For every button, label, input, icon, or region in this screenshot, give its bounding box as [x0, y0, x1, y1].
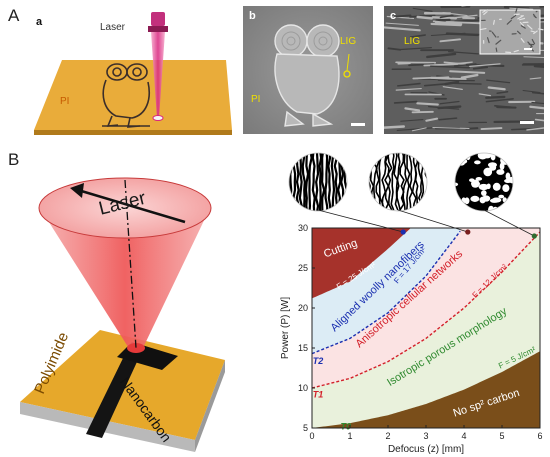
threshold-name-t0: T0	[341, 421, 352, 431]
x-tick-label: 6	[537, 431, 542, 441]
region-no-carbon	[312, 351, 540, 428]
y-tick-label: 5	[303, 423, 308, 433]
panel-c-sem-image: c LIG	[384, 6, 544, 134]
laser-focus-spot	[127, 343, 145, 353]
pi-label-a: PI	[60, 96, 69, 107]
y-tick-label: 10	[298, 383, 308, 393]
y-axis-label: Power (P) [W]	[280, 297, 291, 359]
laser-head	[151, 12, 165, 26]
x-tick-label: 4	[461, 431, 466, 441]
lig-label-b: LIG	[340, 36, 357, 47]
x-tick-label: 0	[309, 431, 314, 441]
panel-b-sem-image: b LIG PI	[243, 6, 373, 134]
threshold-line-t1	[312, 231, 540, 389]
scale-bar-b	[351, 123, 365, 126]
polyimide-edge-front	[20, 402, 195, 452]
sample-marker	[531, 233, 537, 239]
y-tick-label: 20	[298, 303, 308, 313]
nanocarbon-stripe	[86, 348, 142, 438]
laser-spot	[152, 115, 164, 121]
x-tick-label: 3	[423, 431, 428, 441]
sub-panel-label-a: a	[36, 16, 43, 28]
pi-sheet-top	[34, 60, 232, 130]
panel-label-A: A	[8, 6, 20, 25]
polyimide-edge-side	[195, 360, 225, 452]
threshold-name-t1: T1	[313, 390, 324, 400]
inset-image	[479, 9, 541, 55]
laser-beam-a	[151, 32, 165, 118]
y-tick-label: 15	[298, 343, 308, 353]
pi-label-b: PI	[251, 94, 261, 105]
panel-label-B: B	[8, 150, 20, 169]
thumbnail-aligned-fibers	[289, 153, 347, 211]
sub-panel-label-b: b	[249, 10, 256, 22]
scan-direction-arrow	[77, 188, 186, 224]
threshold-line-t2	[312, 230, 461, 355]
pi-sheet-edge	[34, 130, 232, 135]
y-tick-label: 30	[298, 223, 308, 233]
x-axis-label: Defocus (z) [mm]	[388, 444, 464, 455]
owl-sem-icon	[274, 24, 340, 127]
scale-bar-c	[520, 121, 534, 124]
panel-B-schematic: Laser Polyimide Nanocarbon	[20, 177, 225, 452]
threshold-name-t2: T2	[313, 356, 324, 366]
beam-axis	[124, 179, 137, 349]
sample-marker	[465, 229, 471, 235]
owl-pattern-icon	[102, 63, 150, 128]
sample-marker	[400, 229, 406, 235]
lig-label-c: LIG	[404, 36, 421, 47]
sub-panel-label-c: c	[390, 10, 397, 22]
x-tick-label: 1	[347, 431, 352, 441]
y-tick-label: 25	[298, 263, 308, 273]
laser-cone	[40, 208, 210, 350]
scale-bar-inset	[524, 48, 532, 50]
region-cutting	[312, 228, 411, 299]
arrow-head-icon	[70, 183, 84, 198]
x-tick-label: 2	[385, 431, 390, 441]
morphology-thumbnails	[288, 152, 514, 212]
laser-label-a: Laser	[100, 22, 126, 33]
x-tick-label: 5	[499, 431, 504, 441]
